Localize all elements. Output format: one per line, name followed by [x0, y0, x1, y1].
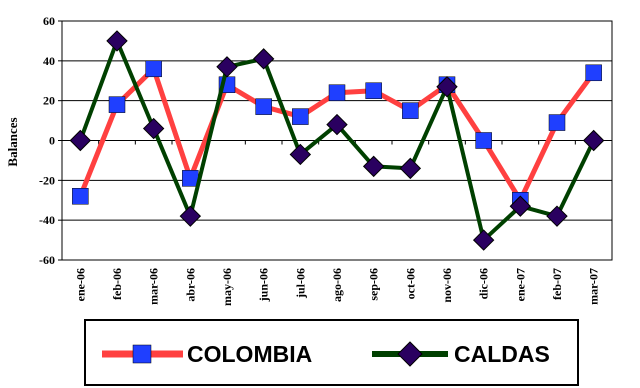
data-point — [328, 84, 346, 101]
legend-label-colombia: COLOMBIA — [187, 341, 312, 367]
x-tick-label: sep-06 — [367, 268, 381, 301]
data-point — [399, 157, 422, 180]
x-tick-label: oct-06 — [403, 268, 417, 299]
x-tick-label: feb-06 — [110, 268, 124, 300]
x-tick-label: ene-06 — [73, 268, 87, 301]
x-tick-label: ene-07 — [513, 268, 527, 301]
data-point — [69, 129, 92, 152]
data-point — [216, 56, 238, 78]
x-tick-label: ago-06 — [330, 268, 344, 302]
data-point — [145, 60, 162, 78]
legend-label-caldas: CALDAS — [454, 341, 550, 367]
axes — [58, 20, 613, 261]
x-tick-labels: ene-06 feb-06 mar-06 abr-06 may-06 jun-06 jul-… — [73, 268, 600, 306]
data-point — [326, 113, 348, 136]
series-caldas — [69, 30, 605, 251]
x-tick-label: feb-07 — [550, 268, 564, 300]
series-colombia — [72, 60, 602, 209]
data-point — [472, 229, 495, 251]
data-point — [362, 155, 385, 178]
x-tick-label: abr-06 — [183, 268, 197, 302]
legend-entry-caldas: CALDAS — [372, 341, 550, 367]
x-tick-label: nov-06 — [440, 268, 454, 303]
y-tick-labels: -60 -40 -20 0 20 40 60 — [39, 14, 55, 267]
y-tick-label: -20 — [39, 173, 55, 187]
data-point — [509, 195, 532, 217]
data-point — [72, 188, 89, 205]
x-tick-label: may-06 — [220, 268, 234, 306]
data-point — [255, 98, 272, 115]
data-point — [585, 64, 602, 82]
data-point — [182, 170, 199, 187]
legend-marker-caldas — [397, 341, 423, 367]
y-tick-label: 20 — [43, 94, 55, 108]
x-tick-label: jun-06 — [257, 268, 271, 302]
data-point — [582, 129, 605, 152]
x-tick-label: mar-07 — [587, 268, 601, 305]
legend-marker-colombia — [132, 344, 152, 364]
x-tick-label: jul-06 — [293, 268, 307, 299]
data-point — [546, 205, 568, 227]
series-layer — [69, 30, 605, 251]
data-point — [402, 102, 419, 119]
data-point — [142, 117, 165, 140]
y-tick-label: 0 — [49, 134, 55, 148]
y-tick-label: 60 — [43, 14, 55, 28]
data-point — [252, 48, 275, 70]
legend-entry-colombia: COLOMBIA — [102, 341, 312, 367]
legend: COLOMBIA CALDAS — [84, 319, 579, 386]
data-point — [289, 143, 312, 166]
data-point — [548, 114, 566, 131]
data-point — [108, 96, 126, 113]
x-tick-label: dic-06 — [477, 268, 491, 299]
data-point — [106, 30, 128, 52]
data-point — [292, 108, 309, 125]
y-axis-label: Balances — [5, 117, 20, 166]
x-tick-label: mar-06 — [147, 268, 161, 305]
data-point — [179, 205, 202, 227]
data-point — [365, 82, 382, 99]
y-tick-label: -40 — [39, 213, 55, 227]
data-point — [436, 76, 458, 98]
y-tick-label: 40 — [43, 54, 55, 68]
y-tick-label: -60 — [39, 253, 55, 267]
data-point — [475, 132, 492, 149]
